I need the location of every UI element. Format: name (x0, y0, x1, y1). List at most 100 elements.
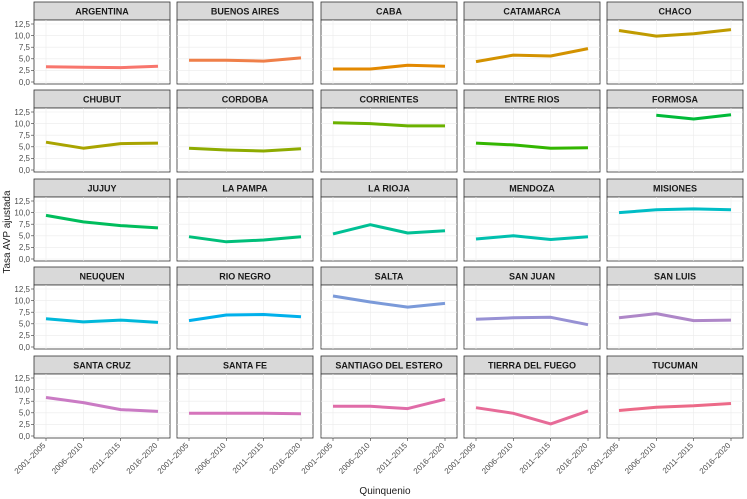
panel-plot-area (463, 107, 601, 173)
x-tick-label: 2011–2015 (375, 441, 410, 476)
y-tick-label: 5,0 (19, 409, 31, 418)
panels-layer: ARGENTINA 0,0 2,5 5,0 7,5 10,0 12,5 BUENOS AIRE… (14, 1, 744, 441)
panel-corrientes: CORRIENTES (320, 89, 458, 173)
panel-neuquen: NEUQUEN 0,0 2,5 5,0 7,5 10,0 12,5 (14, 266, 171, 352)
panel-san-juan: SAN JUAN (463, 266, 601, 350)
y-tick-label: 12,5 (14, 285, 30, 294)
panel-plot-area (463, 373, 601, 439)
series-line (475, 406, 589, 426)
panel-title: TIERRA DEL FUEGO (488, 361, 576, 371)
panel-title: SANTIAGO DEL ESTERO (335, 361, 442, 371)
panel-rio-negro: RIO NEGRO (176, 266, 314, 350)
y-tick-label: 12,5 (14, 20, 30, 29)
y-tick-label: 0,0 (19, 432, 31, 441)
panel-title: SANTA FE (223, 361, 267, 371)
y-tick-label: 5,0 (19, 232, 31, 241)
panel-santa-cruz: SANTA CRUZ 0,0 2,5 5,0 7,5 10,0 12,5 (14, 355, 171, 441)
y-tick-label: 10,0 (14, 385, 30, 394)
series-line (45, 64, 159, 70)
x-axis-labels: 2001–2005 2006–2010 2011–2015 2016–20202001… (13, 438, 733, 476)
panel-title: LA PAMPA (222, 184, 268, 194)
series-line (45, 317, 159, 324)
panel-tierra-del-fuego: TIERRA DEL FUEGO (463, 355, 601, 439)
panel-title: CORRIENTES (359, 95, 418, 105)
series-line (618, 28, 732, 38)
x-tick-label: 2001–2005 (13, 441, 48, 476)
y-tick-label: 0,0 (19, 255, 31, 264)
panel-misiones: MISIONES (606, 178, 744, 262)
y-tick-label: 5,0 (19, 320, 31, 329)
panel-plot-area (320, 19, 458, 85)
panel-title: ENTRE RIOS (504, 95, 559, 105)
x-axis-title: Quinquenio (359, 486, 411, 497)
x-tick-label: 2011–2015 (518, 441, 553, 476)
panel-title: CATAMARCA (503, 7, 561, 17)
series-line (618, 312, 732, 323)
panel-santa-fe: SANTA FE (176, 355, 314, 439)
y-tick-label: 7,5 (19, 43, 31, 52)
series-line (475, 47, 589, 64)
panel-title: SANTA CRUZ (73, 361, 131, 371)
x-tick-label: 2016–2020 (125, 441, 160, 476)
x-tick-label: 2006–2010 (193, 441, 228, 476)
series-line (332, 294, 446, 309)
panel-title: SAN LUIS (654, 272, 696, 282)
panel-la-pampa: LA PAMPA (176, 178, 314, 262)
y-tick-label: 12,5 (14, 197, 30, 206)
y-tick-label: 2,5 (19, 420, 31, 429)
x-tick-label: 2016–2020 (555, 441, 590, 476)
panel-cordoba: CORDOBA (176, 89, 314, 173)
panel-title: CHUBUT (83, 95, 121, 105)
panel-plot-area (606, 107, 744, 173)
panel-caba: CABA (320, 1, 458, 85)
panel-plot-area (320, 107, 458, 173)
x-tick-label: 2016–2020 (698, 441, 733, 476)
panel-formosa: FORMOSA (606, 89, 744, 173)
x-tick-label: 2001–2005 (156, 441, 191, 476)
panel-plot-area (606, 196, 744, 262)
y-tick-label: 2,5 (19, 154, 31, 163)
panel-plot-area (176, 107, 314, 173)
y-tick-label: 5,0 (19, 143, 31, 152)
y-tick-label: 10,0 (14, 296, 30, 305)
y-tick-label: 0,0 (19, 78, 31, 87)
y-tick-label: 10,0 (14, 208, 30, 217)
series-line (656, 113, 732, 121)
x-tick-label: 2006–2010 (623, 441, 658, 476)
x-tick-label: 2001–2005 (300, 441, 335, 476)
y-tick-label: 5,0 (19, 55, 31, 64)
y-tick-label: 7,5 (19, 131, 31, 140)
panel-plot-area (33, 19, 171, 85)
panel-plot-area (33, 284, 171, 350)
x-tick-label: 2016–2020 (268, 441, 303, 476)
panel-chubut: CHUBUT 0,0 2,5 5,0 7,5 10,0 12,5 (14, 89, 171, 175)
x-tick-label: 2011–2015 (661, 441, 696, 476)
series-line (618, 207, 732, 215)
panel-title: NEUQUEN (79, 272, 124, 282)
panel-buenos-aires: BUENOS AIRES (176, 1, 314, 85)
y-tick-label: 7,5 (19, 220, 31, 229)
panel-title: BUENOS AIRES (211, 7, 279, 17)
series-line (188, 313, 302, 323)
panel-plot-area (176, 373, 314, 439)
y-tick-label: 12,5 (14, 108, 30, 117)
x-tick-label: 2006–2010 (50, 441, 85, 476)
y-tick-label: 0,0 (19, 343, 31, 352)
panel-plot-area (463, 196, 601, 262)
x-tick-label: 2016–2020 (412, 441, 447, 476)
panel-plot-area (33, 107, 171, 173)
series-line (475, 234, 589, 241)
panel-plot-area (463, 19, 601, 85)
panel-mendoza: MENDOZA (463, 178, 601, 262)
panel-plot-area (176, 196, 314, 262)
panel-chaco: CHACO (606, 1, 744, 85)
panel-plot-area (606, 373, 744, 439)
panel-title: ARGENTINA (75, 7, 129, 17)
panel-title: JUJUY (87, 184, 116, 194)
series-line (333, 63, 446, 71)
panel-tucuman: TUCUMAN (606, 355, 744, 439)
y-tick-label: 7,5 (19, 308, 31, 317)
panel-plot-area (320, 284, 458, 350)
panel-title: FORMOSA (652, 95, 698, 105)
panel-title: RIO NEGRO (219, 272, 271, 282)
